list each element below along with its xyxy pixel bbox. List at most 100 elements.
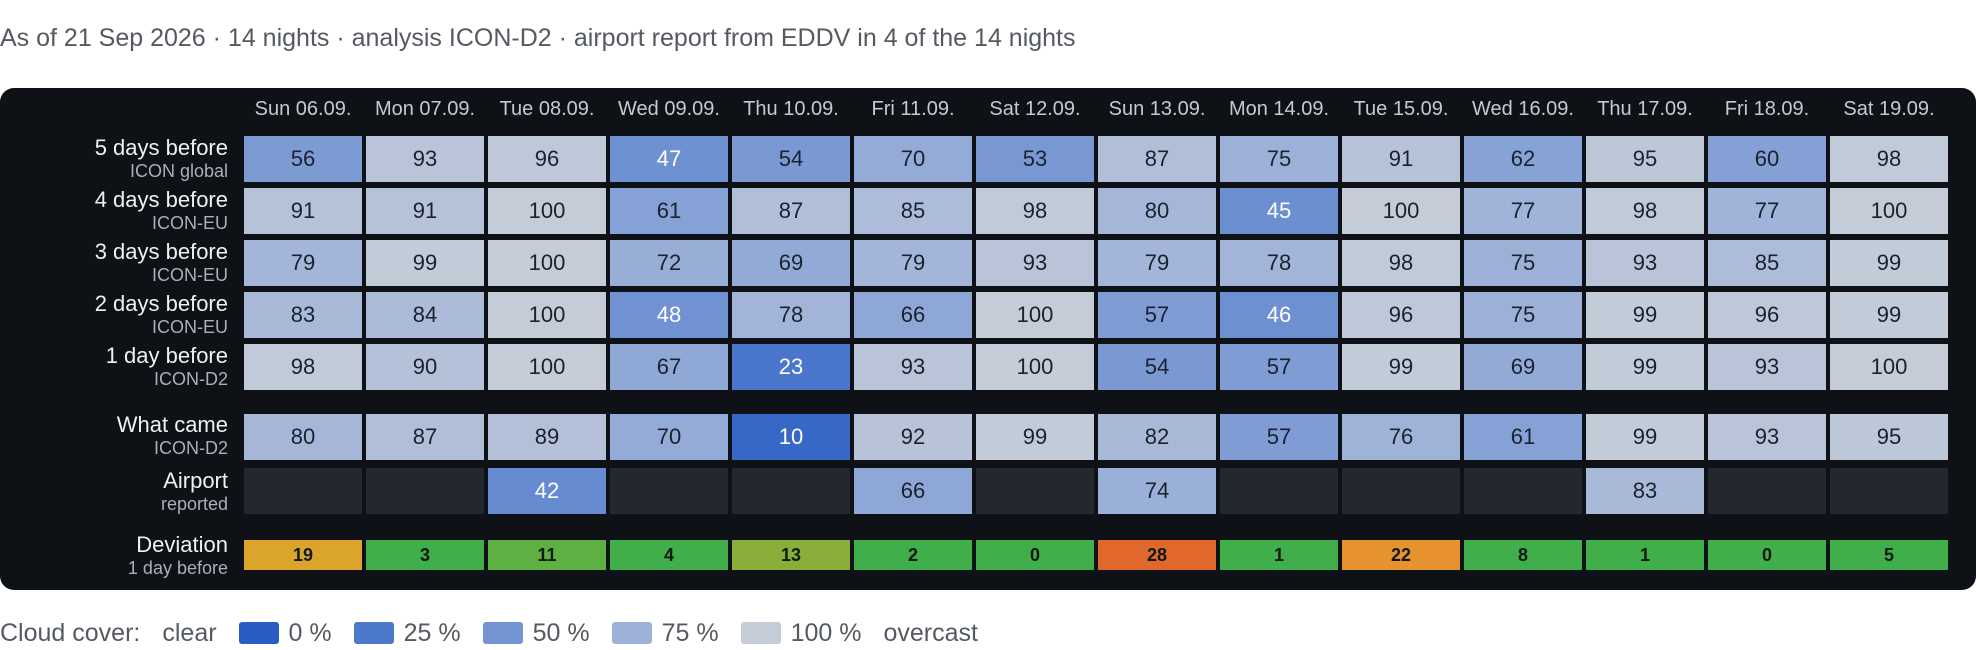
column-header: Fri 18.09. bbox=[1724, 98, 1810, 120]
airport-cell bbox=[610, 468, 728, 514]
forecast-cell: 98 bbox=[244, 344, 362, 390]
forecast-cell: 79 bbox=[244, 240, 362, 286]
forecast-cell: 93 bbox=[366, 136, 484, 182]
column-header: Wed 09.09. bbox=[618, 98, 720, 120]
forecast-cell: 99 bbox=[1342, 344, 1460, 390]
row-label-model: 1 day before bbox=[127, 558, 228, 578]
forecast-cell: 75 bbox=[1464, 240, 1582, 286]
row-label-title: 1 day before bbox=[105, 343, 228, 368]
forecast-cell: 87 bbox=[1098, 136, 1216, 182]
legend-prefix: Cloud cover: bbox=[0, 618, 141, 647]
legend-item: 25 % bbox=[353, 619, 461, 648]
forecast-cell: 93 bbox=[854, 344, 972, 390]
forecast-cell: 91 bbox=[1342, 136, 1460, 182]
forecast-cell: 87 bbox=[732, 188, 850, 234]
forecast-cell: 91 bbox=[366, 188, 484, 234]
forecast-cell: 95 bbox=[1586, 136, 1704, 182]
forecast-cell: 100 bbox=[488, 292, 606, 338]
forecast-cell: 98 bbox=[1830, 136, 1948, 182]
legend-label: 50 % bbox=[532, 618, 590, 647]
legend-swatch bbox=[238, 622, 279, 644]
actual-cell: 87 bbox=[366, 414, 484, 460]
forecast-cell: 75 bbox=[1220, 136, 1338, 182]
row-label-forecast: 1 day before ICON-D2 bbox=[0, 343, 228, 389]
column-header: Mon 07.09. bbox=[374, 98, 476, 120]
row-label-model: ICON-EU bbox=[152, 213, 228, 233]
deviation-cell: 0 bbox=[1708, 540, 1826, 570]
column-header: Sat 12.09. bbox=[989, 98, 1081, 120]
forecast-cell: 100 bbox=[1342, 188, 1460, 234]
row-label-title: Airport bbox=[163, 468, 228, 493]
column-header: Fri 11.09. bbox=[871, 98, 955, 120]
airport-cell: 83 bbox=[1586, 468, 1704, 514]
forecast-cell: 70 bbox=[854, 136, 972, 182]
airport-cell: 66 bbox=[854, 468, 972, 514]
legend-swatch bbox=[482, 622, 523, 644]
forecast-cell: 75 bbox=[1464, 292, 1582, 338]
actual-cell: 99 bbox=[976, 414, 1094, 460]
column-header: Tue 15.09. bbox=[1353, 98, 1449, 120]
deviation-cell: 2 bbox=[854, 540, 972, 570]
airport-cell bbox=[1342, 468, 1460, 514]
actual-cell: 10 bbox=[732, 414, 850, 460]
deviation-cell: 11 bbox=[488, 540, 606, 570]
row-label-title: 4 days before bbox=[94, 187, 228, 212]
forecast-cell: 84 bbox=[366, 292, 484, 338]
airport-cell bbox=[1464, 468, 1582, 514]
forecast-cell: 91 bbox=[244, 188, 362, 234]
row-label-title: Deviation bbox=[136, 532, 228, 557]
airport-cell: 42 bbox=[488, 468, 606, 514]
forecast-cell: 100 bbox=[1830, 188, 1948, 234]
forecast-cell: 99 bbox=[1586, 344, 1704, 390]
actual-cell: 76 bbox=[1342, 414, 1460, 460]
forecast-cell: 100 bbox=[488, 188, 606, 234]
airport-cell: 74 bbox=[1098, 468, 1216, 514]
row-label-title: What came bbox=[116, 412, 228, 437]
row-label-airport: Airport reported bbox=[0, 468, 228, 514]
row-label-title: 2 days before bbox=[94, 291, 228, 316]
forecast-cell: 77 bbox=[1708, 188, 1826, 234]
column-header: Sun 06.09. bbox=[254, 98, 352, 120]
legend-swatch bbox=[611, 622, 652, 644]
forecast-cell: 96 bbox=[1708, 292, 1826, 338]
legend-swatch bbox=[740, 622, 781, 644]
legend-swatch bbox=[353, 622, 394, 644]
deviation-cell: 3 bbox=[366, 540, 484, 570]
legend-label: 75 % bbox=[661, 618, 719, 647]
row-label-model: reported bbox=[160, 494, 228, 514]
actual-cell: 99 bbox=[1586, 414, 1704, 460]
legend-label: 0 % bbox=[288, 618, 332, 647]
forecast-cell: 56 bbox=[244, 136, 362, 182]
forecast-cell: 83 bbox=[244, 292, 362, 338]
row-label-forecast: 5 days before ICON global bbox=[0, 135, 228, 181]
forecast-cell: 79 bbox=[854, 240, 972, 286]
column-header: Thu 10.09. bbox=[743, 98, 839, 120]
deviation-cell: 22 bbox=[1342, 540, 1460, 570]
forecast-cell: 54 bbox=[1098, 344, 1216, 390]
actual-cell: 70 bbox=[610, 414, 728, 460]
forecast-cell: 99 bbox=[1586, 292, 1704, 338]
forecast-cell: 100 bbox=[976, 344, 1094, 390]
forecast-panel: Sun 06.09. Mon 07.09. Tue 08.09. Wed 09.09.… bbox=[0, 88, 1976, 590]
row-label-deviation: Deviation 1 day before bbox=[0, 532, 228, 578]
forecast-cell: 90 bbox=[366, 344, 484, 390]
forecast-cell: 48 bbox=[610, 292, 728, 338]
deviation-cell: 5 bbox=[1830, 540, 1948, 570]
legend: Cloud cover: clear 0 % 25 % 50 % 75 % 100 % … bbox=[0, 616, 978, 650]
forecast-cell: 77 bbox=[1464, 188, 1582, 234]
airport-cell bbox=[1830, 468, 1948, 514]
legend-item: 50 % bbox=[482, 618, 590, 648]
row-label-forecast: 4 days before ICON-EU bbox=[0, 187, 228, 233]
actual-cell: 82 bbox=[1098, 414, 1216, 460]
actual-cell: 89 bbox=[488, 414, 606, 460]
column-header: Sat 19.09. bbox=[1843, 98, 1935, 120]
deviation-cell: 28 bbox=[1098, 540, 1216, 570]
airport-cell bbox=[732, 468, 850, 514]
forecast-cell: 66 bbox=[854, 292, 972, 338]
forecast-cell: 69 bbox=[1464, 344, 1582, 390]
forecast-cell: 98 bbox=[1586, 188, 1704, 234]
airport-cell bbox=[976, 468, 1094, 514]
forecast-cell: 54 bbox=[732, 136, 850, 182]
column-header: Thu 17.09. bbox=[1597, 98, 1693, 120]
row-label-title: 5 days before bbox=[94, 135, 228, 160]
